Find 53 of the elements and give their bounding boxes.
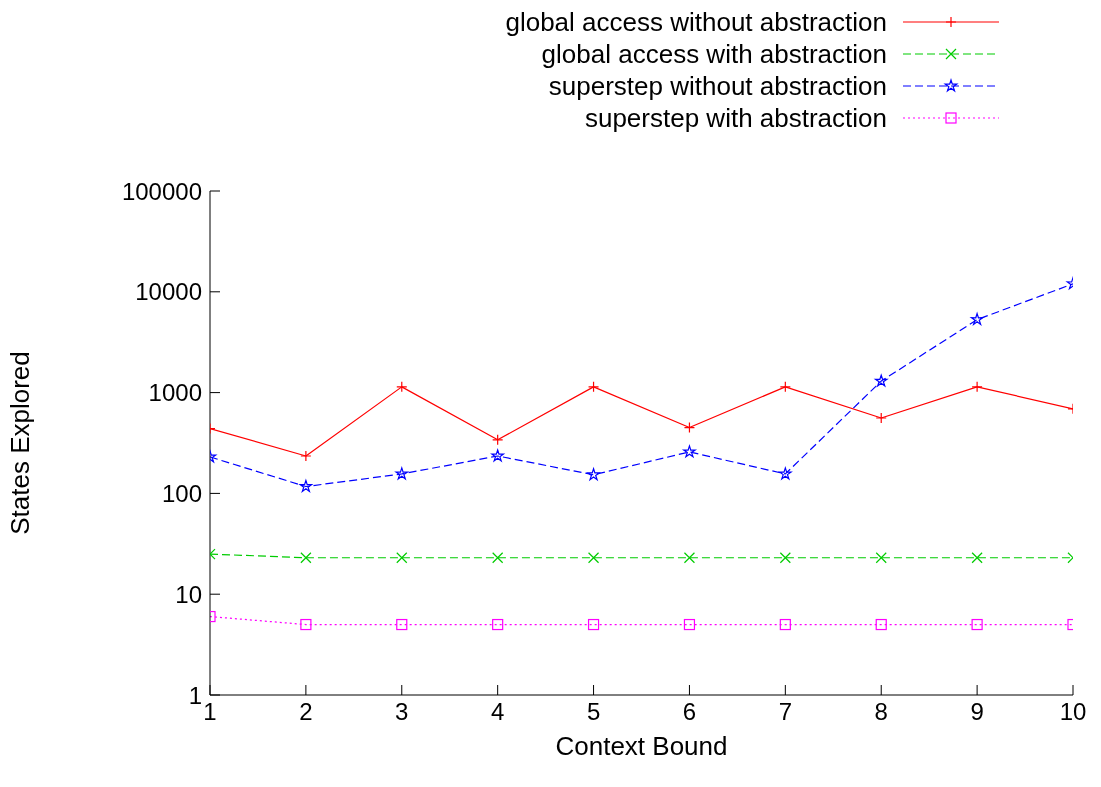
point — [875, 412, 887, 424]
y-tick-label: 100 — [161, 479, 202, 507]
x-tick-label: 6 — [682, 698, 697, 726]
point — [874, 374, 888, 387]
point — [779, 618, 791, 631]
x-tick-label: 2 — [299, 698, 313, 726]
y-axis-title: States Explored — [5, 351, 36, 535]
y-tick-label: 1000 — [148, 379, 202, 407]
y-tick-label: 100000 — [121, 177, 202, 205]
point — [971, 381, 983, 393]
x-axis-title: Context Bound — [555, 731, 728, 761]
point — [875, 552, 887, 564]
point — [587, 552, 600, 564]
legend-label: global access with abstraction — [541, 38, 887, 70]
point — [300, 618, 312, 631]
point — [587, 618, 600, 631]
legend-label: global access without abstraction — [505, 6, 887, 38]
point — [396, 618, 408, 631]
point — [970, 312, 984, 326]
point — [587, 381, 600, 393]
point — [300, 450, 312, 462]
point — [396, 552, 408, 564]
point — [683, 421, 696, 434]
point — [587, 468, 600, 481]
point — [395, 467, 409, 480]
x-tick-label: 5 — [586, 698, 601, 726]
point — [396, 381, 408, 393]
point — [492, 618, 504, 631]
point — [683, 618, 696, 631]
x-tick-label: 7 — [778, 698, 793, 726]
x-tick-label: 10 — [1059, 698, 1087, 726]
x-tick-label: 4 — [490, 698, 505, 726]
y-tick-label: 10000 — [135, 278, 202, 306]
point — [779, 381, 791, 393]
y-tick-label: 1 — [188, 681, 202, 709]
point — [491, 449, 504, 462]
legend-label: superstep with abstraction — [584, 102, 887, 134]
legend-label: superstep without abstraction — [548, 70, 887, 102]
point — [299, 479, 313, 492]
y-tick-label: 10 — [175, 580, 202, 608]
point — [683, 552, 696, 564]
point — [971, 552, 983, 564]
point — [492, 434, 504, 446]
point — [492, 552, 504, 564]
point — [683, 445, 696, 458]
point — [779, 552, 791, 564]
point — [300, 552, 312, 564]
x-tick-label: 9 — [970, 698, 984, 726]
x-tick-label: 3 — [395, 698, 409, 726]
point — [875, 618, 887, 631]
x-tick-label: 8 — [874, 698, 888, 726]
point — [779, 467, 792, 480]
point — [971, 618, 983, 631]
